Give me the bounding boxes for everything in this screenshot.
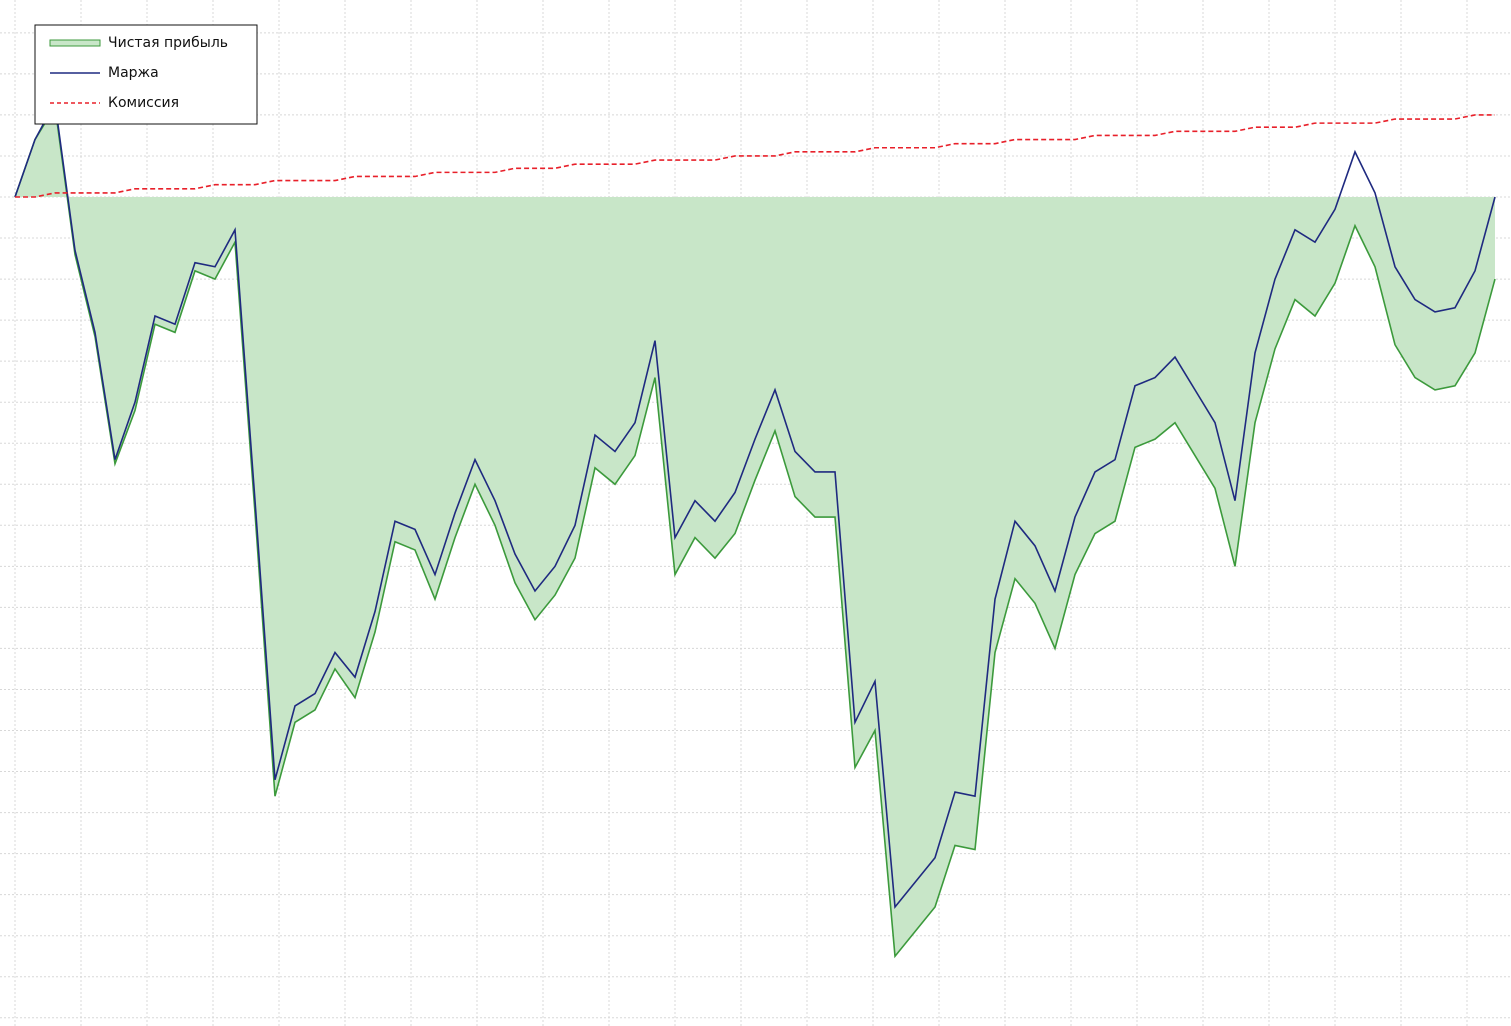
legend-label: Маржа [108,65,159,81]
legend-label: Комиссия [108,95,179,111]
line [14,104,1496,959]
area [15,106,1495,957]
line [15,114,1495,198]
legend-label: Чистая прибыль [108,35,228,51]
line [14,100,1496,910]
legend-box [34,24,258,125]
legend-swatch [49,39,101,47]
